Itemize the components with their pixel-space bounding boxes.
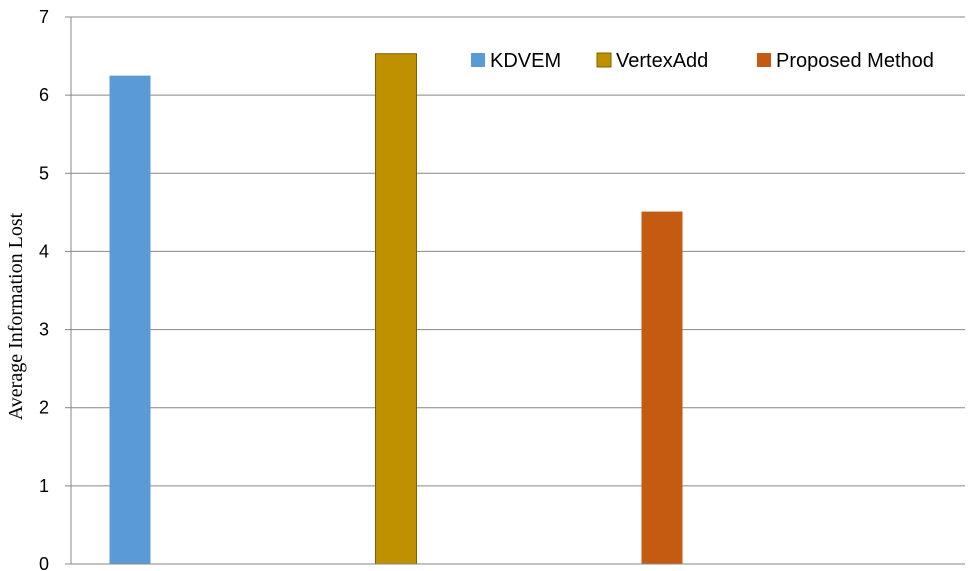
y-tick-label: 2 xyxy=(39,398,49,418)
y-tick-label: 7 xyxy=(39,7,49,27)
y-tick-label: 1 xyxy=(39,476,49,496)
y-axis-ticks: 0 1 2 3 4 5 6 7 xyxy=(39,7,71,571)
bar-vertexadd xyxy=(375,53,417,565)
bar-proposed-method xyxy=(641,211,683,564)
y-tick-label: 6 xyxy=(39,85,49,105)
y-axis-title: Average Information Lost xyxy=(5,212,27,420)
y-tick-label: 3 xyxy=(39,320,49,340)
legend-swatch-kdvem xyxy=(471,53,485,67)
legend: KDVEM VertexAdd Proposed Method xyxy=(471,50,934,72)
legend-label: Proposed Method xyxy=(776,50,934,72)
y-tick-label: 5 xyxy=(39,163,49,183)
legend-label: VertexAdd xyxy=(616,50,708,72)
y-tick-label: 4 xyxy=(39,241,49,261)
bar-kdvem xyxy=(109,75,151,564)
y-tick-label: 0 xyxy=(39,554,49,571)
legend-swatch-proposed-method xyxy=(757,53,771,67)
gridlines xyxy=(71,16,965,487)
bars xyxy=(109,53,683,565)
legend-swatch-vertexadd xyxy=(596,52,612,68)
legend-label: KDVEM xyxy=(490,50,561,72)
